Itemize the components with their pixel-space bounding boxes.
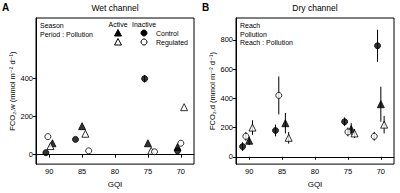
svg-text:GQI: GQI: [108, 180, 123, 189]
svg-text:GQI: GQI: [308, 180, 323, 189]
svg-text:A: A: [2, 2, 9, 13]
svg-text:75: 75: [344, 167, 352, 176]
svg-text:75: 75: [144, 167, 152, 176]
svg-text:600: 600: [220, 65, 233, 74]
svg-text:Wet channel: Wet channel: [91, 3, 138, 13]
svg-text:80: 80: [311, 167, 319, 176]
svg-text:85: 85: [78, 167, 86, 176]
svg-text:0: 0: [229, 152, 233, 161]
svg-text:Active: Active: [108, 21, 127, 28]
svg-text:800: 800: [220, 35, 233, 44]
svg-text:Period : Pollution: Period : Pollution: [40, 31, 93, 38]
svg-text:Season: Season: [40, 22, 64, 29]
svg-text:FCO₂,w (mmol m⁻² d⁻¹): FCO₂,w (mmol m⁻² d⁻¹): [8, 51, 17, 131]
svg-text:70: 70: [177, 167, 185, 176]
svg-text:B: B: [202, 2, 209, 13]
svg-text:Reach: Reach: [240, 22, 260, 29]
svg-text:Inactive: Inactive: [132, 21, 156, 28]
svg-text:400: 400: [20, 74, 33, 83]
svg-text:400: 400: [220, 94, 233, 103]
svg-text:FCO₂,d (mmol m⁻² d⁻¹): FCO₂,d (mmol m⁻² d⁻¹): [208, 52, 217, 130]
svg-text:200: 200: [220, 123, 233, 132]
svg-text:85: 85: [278, 167, 286, 176]
svg-text:70: 70: [377, 167, 385, 176]
svg-text:200: 200: [20, 112, 33, 121]
svg-text:Regulated: Regulated: [156, 39, 188, 47]
svg-text:0: 0: [29, 150, 33, 159]
svg-text:Control: Control: [156, 30, 179, 37]
svg-text:80: 80: [111, 167, 119, 176]
svg-text:Pollution: Pollution: [240, 31, 267, 38]
svg-text:Reach : Pollution: Reach : Pollution: [240, 39, 293, 46]
svg-text:90: 90: [45, 167, 53, 176]
svg-text:90: 90: [245, 167, 253, 176]
svg-text:Dry channel: Dry channel: [292, 3, 337, 13]
